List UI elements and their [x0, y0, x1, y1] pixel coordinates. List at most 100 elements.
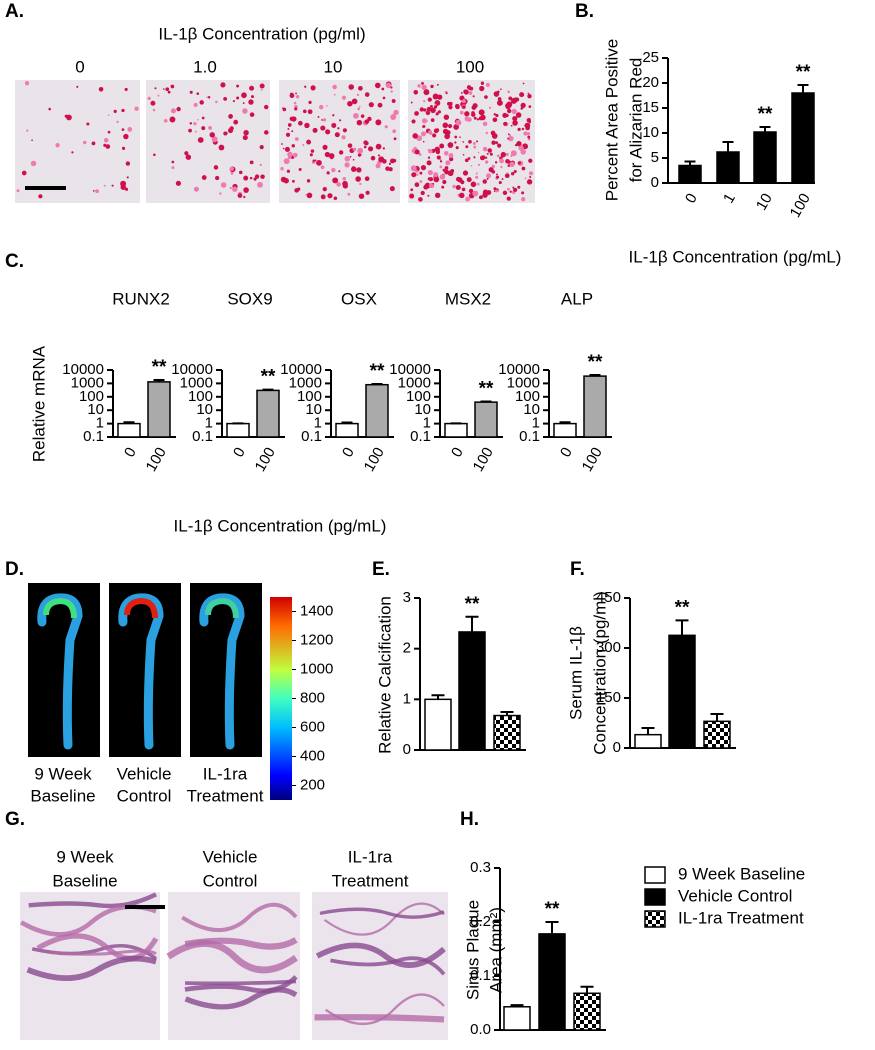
- stain-dot: [287, 151, 293, 158]
- stain-dot: [422, 140, 425, 143]
- stain-dot: [214, 175, 220, 181]
- stain-dot: [377, 154, 380, 157]
- y-tick-label: 1000: [71, 374, 104, 391]
- stain-dot: [229, 166, 235, 171]
- stain-dot: [328, 153, 335, 159]
- stain-dot: [495, 173, 498, 176]
- image-layer: [15, 80, 535, 1040]
- bar: [634, 733, 662, 749]
- stain-dot: [527, 92, 530, 95]
- y-tick-label: 1: [205, 415, 213, 432]
- stain-dot: [525, 125, 530, 131]
- image-label: 9 Week: [56, 847, 114, 866]
- stain-dot: [461, 99, 466, 104]
- stain-dot: [322, 118, 327, 122]
- stain-dot: [352, 147, 357, 152]
- stain-dot: [295, 95, 300, 99]
- stain-dot: [513, 97, 519, 103]
- stain-dot: [477, 151, 480, 154]
- stain-dot: [292, 179, 295, 183]
- stain-dot: [496, 175, 500, 179]
- bar: [493, 714, 521, 751]
- stain-dot: [55, 143, 60, 148]
- stain-dot: [491, 140, 496, 145]
- axis-label: Concentration (pg/ml): [590, 591, 609, 754]
- stain-dot: [433, 172, 439, 178]
- stain-dot: [453, 124, 459, 130]
- stain-dot: [236, 84, 240, 88]
- stain-dot: [468, 139, 472, 144]
- colorbar-tick-label: 600: [300, 718, 325, 735]
- stain-dot: [439, 143, 445, 149]
- stain-dot: [517, 161, 521, 165]
- stain-dot: [82, 140, 87, 145]
- error-bar: [545, 921, 559, 934]
- stain-dot: [170, 108, 176, 114]
- x-tick-label: 0: [448, 444, 467, 460]
- stain-dot: [169, 116, 176, 123]
- stain-dot: [120, 180, 127, 187]
- stain-dot: [435, 128, 440, 133]
- stain-dot: [134, 106, 139, 111]
- histology-image: [20, 892, 160, 1040]
- stain-dot: [510, 172, 515, 176]
- stain-dot: [351, 98, 358, 105]
- stain-dot: [264, 130, 269, 135]
- error-bar: [559, 421, 571, 424]
- stain-dot: [364, 119, 370, 124]
- stain-dot: [306, 179, 311, 183]
- stain-dot: [507, 90, 510, 94]
- bar: [256, 389, 280, 438]
- stain-dot: [482, 121, 488, 127]
- stain-dot: [459, 110, 464, 115]
- stain-dot: [507, 133, 510, 136]
- vessel: [118, 593, 164, 750]
- panel-label: E.: [372, 559, 390, 580]
- stain-dot: [430, 118, 435, 122]
- stain-dot: [201, 126, 206, 131]
- stain-dot: [333, 93, 336, 96]
- panel-label: F.: [570, 559, 585, 580]
- stain-dot: [526, 132, 531, 136]
- stain-dot: [455, 176, 461, 182]
- image-label: Control: [117, 786, 172, 805]
- stain-dot: [415, 169, 419, 173]
- y-tick-label: 100: [79, 388, 104, 405]
- stain-dot: [243, 187, 249, 193]
- stain-dot: [432, 93, 439, 100]
- tissue: [185, 979, 297, 986]
- stain-dot: [194, 130, 197, 133]
- axis-label: IL-1β Concentration (pg/mL): [629, 247, 842, 266]
- image-label: Vehicle: [117, 764, 172, 783]
- stain-dot: [412, 133, 419, 139]
- bar: [147, 381, 171, 438]
- panel-label: G.: [5, 809, 25, 830]
- tissue: [315, 942, 446, 968]
- y-tick-label: 0.2: [470, 913, 491, 930]
- chart-title: OSX: [341, 289, 377, 308]
- stain-dot: [415, 173, 419, 176]
- stain-dot: [341, 135, 346, 140]
- stain-dot: [31, 139, 33, 142]
- colorbar-tick-label: 800: [300, 689, 325, 706]
- stain-dot: [356, 119, 363, 126]
- stain-dot: [236, 96, 240, 100]
- bar: [444, 422, 468, 438]
- x-tick-label: 10: [753, 190, 776, 213]
- stain-dot: [502, 112, 508, 118]
- stain-dot: [124, 87, 128, 92]
- stain-dot: [229, 126, 234, 131]
- y-tick-label: 0.0: [470, 1021, 491, 1038]
- tissue: [26, 955, 157, 981]
- stain-dot: [470, 181, 477, 188]
- stain-dot: [184, 151, 189, 156]
- stain-dot: [488, 167, 494, 173]
- stain-dot: [289, 92, 294, 97]
- stain-dot: [502, 190, 508, 196]
- axis-label: Relative mRNA: [29, 345, 48, 462]
- error-bar: [341, 421, 353, 424]
- image-label: 9 Week: [34, 764, 92, 783]
- y-tick-label: 10: [642, 124, 659, 141]
- significance: **: [370, 361, 385, 382]
- stain-dot: [230, 171, 234, 175]
